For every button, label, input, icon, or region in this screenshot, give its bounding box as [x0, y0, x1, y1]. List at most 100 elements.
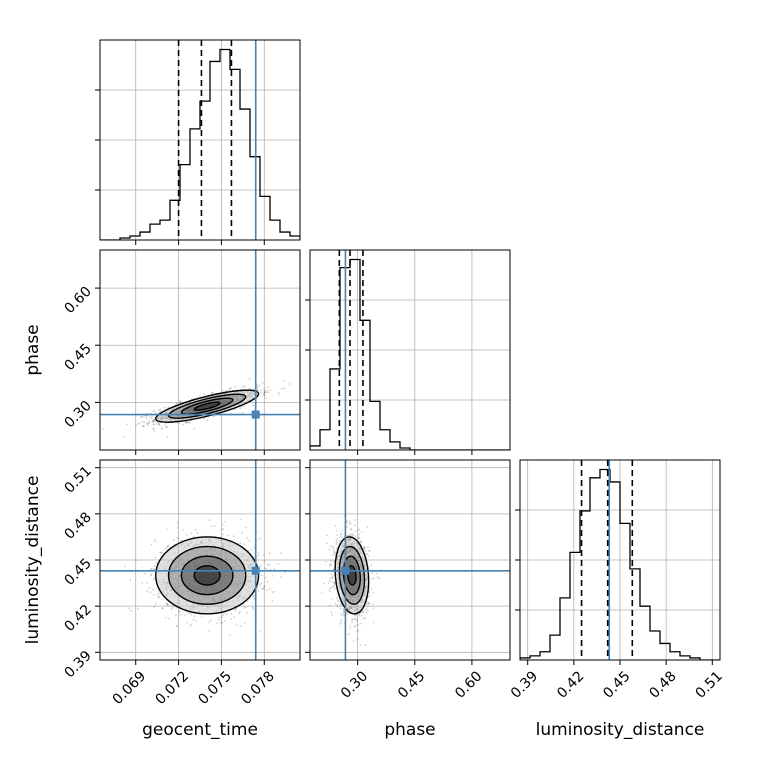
- scatter-point: [366, 609, 369, 612]
- scatter-point: [152, 420, 154, 423]
- scatter-point: [208, 621, 211, 624]
- scatter-point: [152, 420, 155, 423]
- y-tick-label-phase: 0.45: [61, 341, 94, 374]
- x-tick-label-luminosity_distance: 0.45: [600, 668, 633, 701]
- scatter-point: [351, 621, 353, 624]
- scatter-point: [123, 435, 126, 438]
- scatter-point: [359, 541, 362, 543]
- scatter-point: [263, 585, 266, 588]
- scatter-point: [210, 619, 212, 622]
- scatter-point: [189, 625, 192, 628]
- scatter-point: [362, 617, 365, 620]
- scatter-point: [243, 621, 246, 624]
- scatter-point: [190, 623, 192, 626]
- scatter-point: [378, 577, 381, 580]
- truth-marker: [251, 410, 260, 419]
- y-tick-label-luminosity_distance: 0.42: [61, 602, 94, 635]
- scatter-point: [332, 585, 335, 587]
- scatter-point: [356, 620, 359, 623]
- scatter-point: [152, 423, 155, 426]
- scatter-point: [167, 545, 169, 548]
- scatter-point: [326, 542, 328, 545]
- scatter-point: [351, 618, 354, 621]
- scatter-point: [256, 386, 258, 389]
- panel-frame: [99, 39, 301, 241]
- scatter-point: [350, 533, 352, 536]
- scatter-point: [256, 388, 259, 391]
- scatter-point: [165, 616, 168, 619]
- scatter-point: [146, 414, 148, 417]
- scatter-point: [376, 576, 379, 579]
- scatter-point: [340, 603, 343, 606]
- x-tick-label-geocent_time: 0.075: [195, 668, 235, 708]
- panel-phase-vs-luminosity_distance: 0.30 0.45 0.60: [305, 459, 511, 702]
- scatter-point: [141, 425, 144, 428]
- scatter-point: [227, 534, 229, 537]
- scatter-point: [153, 420, 156, 423]
- scatter-point: [206, 419, 209, 421]
- scatter-point: [252, 595, 254, 598]
- scatter-point: [335, 540, 338, 543]
- scatter-point: [129, 579, 132, 581]
- scatter-point: [189, 532, 192, 535]
- scatter-point: [153, 568, 155, 570]
- scatter-point: [357, 623, 359, 626]
- scatter-point: [252, 404, 255, 407]
- scatter-point: [333, 584, 336, 586]
- scatter-point: [221, 528, 223, 531]
- y-tick-label-luminosity_distance: 0.45: [61, 556, 94, 589]
- scatter-point: [194, 528, 197, 531]
- y-axis-label-phase: phase: [23, 324, 43, 375]
- scatter-point: [349, 522, 352, 525]
- scatter-point: [260, 392, 262, 394]
- contour-line: [180, 555, 234, 596]
- scatter-point: [228, 388, 230, 391]
- scatter-point: [230, 612, 233, 615]
- scatter-point: [332, 549, 335, 552]
- scatter-point: [175, 606, 178, 609]
- scatter-point: [368, 595, 371, 597]
- scatter-point: [349, 528, 352, 531]
- scatter-point: [365, 603, 368, 606]
- scatter-point: [334, 524, 337, 527]
- scatter-point: [175, 614, 177, 617]
- contour-line: [342, 555, 361, 596]
- scatter-point: [338, 605, 341, 607]
- scatter-point: [234, 608, 237, 611]
- scatter-point: [333, 560, 336, 562]
- panel-geocent_time-hist: [95, 39, 301, 245]
- scatter-point: [152, 427, 155, 430]
- scatter-point: [372, 607, 375, 610]
- scatter-point: [339, 532, 342, 535]
- scatter-point: [249, 387, 251, 390]
- scatter-point: [336, 537, 338, 540]
- scatter-point: [179, 401, 181, 404]
- scatter-point: [102, 428, 105, 430]
- scatter-point: [362, 610, 364, 613]
- scatter-point: [354, 617, 357, 620]
- scatter-point: [367, 554, 370, 557]
- scatter-point: [244, 526, 247, 529]
- scatter-point: [346, 534, 349, 537]
- scatter-point: [167, 544, 170, 547]
- scatter-point: [372, 621, 375, 624]
- scatter-point: [158, 592, 160, 595]
- scatter-point: [329, 579, 332, 582]
- scatter-point: [343, 608, 346, 611]
- scatter-point: [239, 625, 242, 628]
- scatter-point: [252, 594, 255, 597]
- scatter-point: [339, 613, 342, 615]
- scatter-point: [364, 608, 367, 611]
- scatter-point: [363, 547, 366, 550]
- scatter-point: [166, 603, 169, 606]
- scatter-point: [354, 614, 357, 616]
- scatter-point: [253, 597, 256, 600]
- scatter-point: [150, 574, 153, 576]
- scatter-point: [367, 602, 370, 605]
- scatter-point: [257, 589, 260, 592]
- scatter-point: [229, 387, 232, 390]
- x-tick-label-geocent_time: 0.069: [110, 668, 150, 708]
- scatter-point: [143, 425, 146, 428]
- scatter-point: [260, 565, 262, 567]
- scatter-point: [141, 582, 144, 584]
